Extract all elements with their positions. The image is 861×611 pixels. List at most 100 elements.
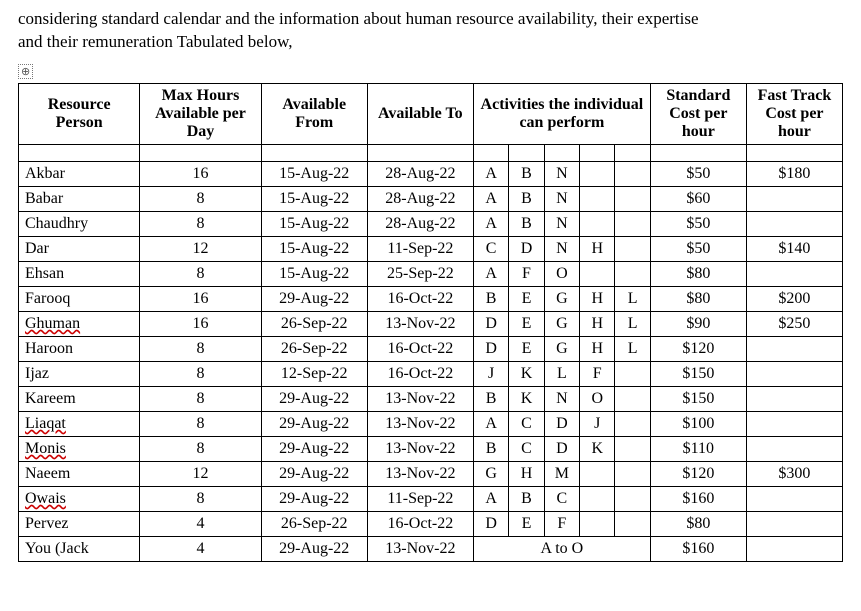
activity-cell bbox=[615, 486, 650, 511]
max-hours: 8 bbox=[140, 411, 261, 436]
fast-cost bbox=[746, 386, 842, 411]
person-name: Haroon bbox=[19, 336, 140, 361]
max-hours: 16 bbox=[140, 161, 261, 186]
activity-cell bbox=[580, 161, 615, 186]
available-to: 16-Oct-22 bbox=[367, 361, 473, 386]
person-name: Ehsan bbox=[19, 261, 140, 286]
standard-cost: $60 bbox=[650, 186, 746, 211]
person-name: Akbar bbox=[19, 161, 140, 186]
fast-cost bbox=[746, 511, 842, 536]
table-row: Ijaz812-Sep-2216-Oct-22JKLF$150 bbox=[19, 361, 843, 386]
table-row: Haroon826-Sep-2216-Oct-22DEGHL$120 bbox=[19, 336, 843, 361]
fast-cost bbox=[746, 211, 842, 236]
activity-cell bbox=[615, 186, 650, 211]
activity-cell: M bbox=[544, 461, 579, 486]
header-person: Resource Person bbox=[19, 83, 140, 144]
header-fast-cost: Fast Track Cost per hour bbox=[746, 83, 842, 144]
activity-cell bbox=[615, 236, 650, 261]
available-from: 15-Aug-22 bbox=[261, 236, 367, 261]
max-hours: 16 bbox=[140, 311, 261, 336]
standard-cost: $150 bbox=[650, 361, 746, 386]
person-name: Owais bbox=[19, 486, 140, 511]
available-to: 28-Aug-22 bbox=[367, 211, 473, 236]
person-name: Ghuman bbox=[19, 311, 140, 336]
activity-cell: F bbox=[509, 261, 544, 286]
activity-cell bbox=[615, 386, 650, 411]
activity-cell: A bbox=[473, 186, 508, 211]
available-from: 29-Aug-22 bbox=[261, 486, 367, 511]
activity-cell bbox=[580, 461, 615, 486]
available-to: 25-Sep-22 bbox=[367, 261, 473, 286]
activity-cell: K bbox=[580, 436, 615, 461]
standard-cost: $120 bbox=[650, 336, 746, 361]
activity-cell bbox=[615, 436, 650, 461]
max-hours: 8 bbox=[140, 436, 261, 461]
activity-cell: N bbox=[544, 186, 579, 211]
activity-cell: F bbox=[580, 361, 615, 386]
person-name: Farooq bbox=[19, 286, 140, 311]
person-name: Liaqat bbox=[19, 411, 140, 436]
activity-cell: H bbox=[580, 236, 615, 261]
activity-cell: E bbox=[509, 311, 544, 336]
activity-cell: E bbox=[509, 336, 544, 361]
standard-cost: $160 bbox=[650, 536, 746, 561]
fast-cost: $180 bbox=[746, 161, 842, 186]
standard-cost: $50 bbox=[650, 236, 746, 261]
person-name: Ijaz bbox=[19, 361, 140, 386]
table-row: Naeem1229-Aug-2213-Nov-22GHM$120$300 bbox=[19, 461, 843, 486]
fast-cost bbox=[746, 536, 842, 561]
activity-cell: D bbox=[473, 511, 508, 536]
available-from: 15-Aug-22 bbox=[261, 161, 367, 186]
table-row: Babar815-Aug-2228-Aug-22ABN$60 bbox=[19, 186, 843, 211]
fast-cost bbox=[746, 361, 842, 386]
fast-cost bbox=[746, 186, 842, 211]
header-spacer bbox=[19, 144, 843, 161]
table-row: You (Jack429-Aug-2213-Nov-22A to O$160 bbox=[19, 536, 843, 561]
available-from: 12-Sep-22 bbox=[261, 361, 367, 386]
activity-cell bbox=[615, 261, 650, 286]
activity-cell: B bbox=[509, 211, 544, 236]
activity-cell bbox=[580, 486, 615, 511]
standard-cost: $160 bbox=[650, 486, 746, 511]
fast-cost: $140 bbox=[746, 236, 842, 261]
available-to: 11-Sep-22 bbox=[367, 486, 473, 511]
person-name: Naeem bbox=[19, 461, 140, 486]
fast-cost bbox=[746, 411, 842, 436]
max-hours: 8 bbox=[140, 261, 261, 286]
activity-cell: H bbox=[580, 286, 615, 311]
activity-cell: G bbox=[473, 461, 508, 486]
table-row: Ghuman1626-Sep-2213-Nov-22DEGHL$90$250 bbox=[19, 311, 843, 336]
activity-cell: N bbox=[544, 211, 579, 236]
table-row: Akbar1615-Aug-2228-Aug-22ABN$50$180 bbox=[19, 161, 843, 186]
fast-cost bbox=[746, 486, 842, 511]
intro-line-1: considering standard calendar and the in… bbox=[18, 9, 699, 28]
standard-cost: $80 bbox=[650, 261, 746, 286]
available-to: 13-Nov-22 bbox=[367, 411, 473, 436]
activity-cell: D bbox=[509, 236, 544, 261]
activity-cell: G bbox=[544, 286, 579, 311]
intro-text: considering standard calendar and the in… bbox=[18, 8, 843, 54]
max-hours: 8 bbox=[140, 186, 261, 211]
available-from: 29-Aug-22 bbox=[261, 286, 367, 311]
max-hours: 12 bbox=[140, 461, 261, 486]
header-to: Available To bbox=[367, 83, 473, 144]
standard-cost: $110 bbox=[650, 436, 746, 461]
header-std-cost: Standard Cost per hour bbox=[650, 83, 746, 144]
activity-cell bbox=[580, 186, 615, 211]
available-to: 13-Nov-22 bbox=[367, 386, 473, 411]
available-to: 16-Oct-22 bbox=[367, 336, 473, 361]
activity-cell: N bbox=[544, 236, 579, 261]
header-from: Available From bbox=[261, 83, 367, 144]
activity-cell: E bbox=[509, 286, 544, 311]
available-from: 29-Aug-22 bbox=[261, 411, 367, 436]
activity-cell: L bbox=[615, 336, 650, 361]
available-from: 26-Sep-22 bbox=[261, 511, 367, 536]
activity-cell: D bbox=[544, 436, 579, 461]
max-hours: 4 bbox=[140, 536, 261, 561]
activity-cell: G bbox=[544, 336, 579, 361]
table-row: Kareem829-Aug-2213-Nov-22BKNO$150 bbox=[19, 386, 843, 411]
person-name: Dar bbox=[19, 236, 140, 261]
fast-cost: $250 bbox=[746, 311, 842, 336]
max-hours: 8 bbox=[140, 361, 261, 386]
fast-cost: $200 bbox=[746, 286, 842, 311]
